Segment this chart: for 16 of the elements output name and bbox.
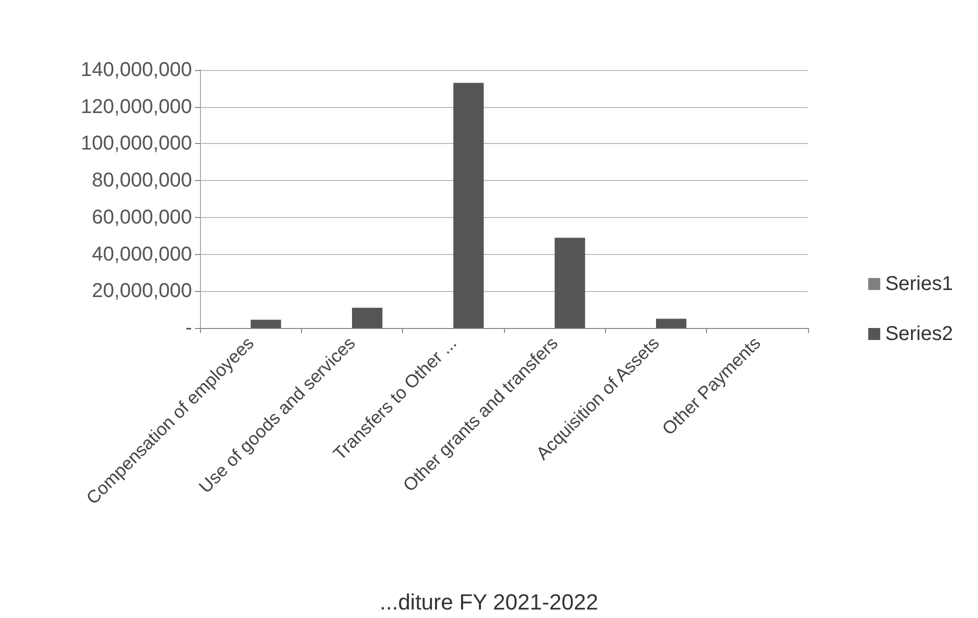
- y-tick-label: 100,000,000: [80, 132, 192, 155]
- y-tick-label: 80,000,000: [92, 170, 192, 192]
- text: ...diture FY 2021-2022: [380, 590, 598, 614]
- bar: [352, 308, 382, 328]
- bar: [554, 238, 586, 328]
- y-tick-label: 120,000,000: [80, 96, 192, 118]
- y-tick-label: 60,000,000: [92, 206, 192, 228]
- y-tick-label: -: [185, 317, 192, 339]
- y-tick-label: 20,000,000: [92, 280, 192, 302]
- y-tick-label: 140,000,000: [80, 59, 192, 81]
- bar: [250, 320, 282, 328]
- bar: [656, 318, 686, 328]
- legend-label: Series2: [885, 323, 953, 345]
- y-tick-label: 40,000,000: [92, 243, 192, 266]
- legend-label: Series1: [885, 273, 953, 295]
- bar: [453, 82, 484, 328]
